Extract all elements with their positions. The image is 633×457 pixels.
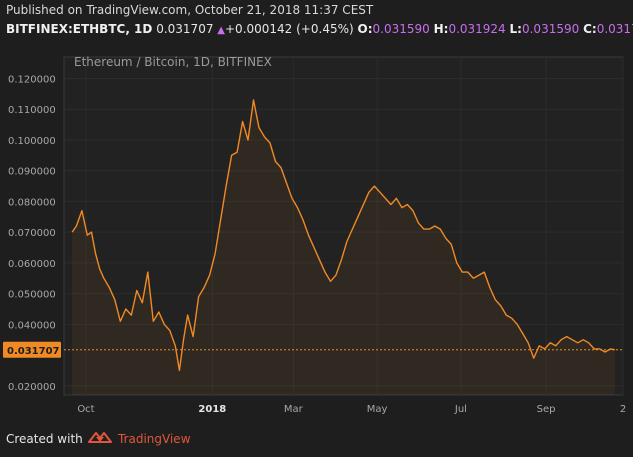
high-label: H: [433,22,449,36]
close-label: C: [583,22,597,36]
high-value: 0.031924 [448,22,506,36]
last-price-box [3,341,61,358]
price-change: +0.000142 (+0.45%) [225,22,354,36]
last-price-label: 0.031707 [7,346,60,357]
footer: Created with TradingView [0,425,633,457]
price-area-fill [72,100,615,395]
y-tick-label: 0.080000 [8,197,56,208]
ticker-line: BITFINEX:ETHBTC, 1D 0.031707 ▲+0.000142 … [6,22,633,36]
created-with-text: Created with [6,432,83,446]
y-axis: 0.120000 0.110000 0.100000 0.090000 0.080000… [8,75,56,393]
close-value: 0.031707 [596,22,633,36]
symbol-label: BITFINEX:ETHBTC, 1D [6,22,153,36]
y-tick-label: 0.040000 [8,320,56,331]
tradingview-logo-icon[interactable] [88,430,112,444]
plot-area[interactable] [63,56,624,396]
x-tick-label: 2 [620,404,626,415]
tradingview-link[interactable]: TradingView [118,432,191,446]
y-tick-label: 0.020000 [8,382,56,393]
price-line [71,99,615,372]
last-price: 0.031707 [156,22,214,36]
chart-title: Ethereum / Bitcoin, 1D, BITFINEX [74,55,272,69]
published-info: Published on TradingView.com, October 21… [6,3,374,17]
chart-header: Published on TradingView.com, October 21… [0,0,633,42]
chart-svg[interactable]: 0.120000 0.110000 0.100000 0.090000 0.080000… [0,42,633,420]
x-tick-label: May [367,404,388,415]
last-price-marker: 0.031707 [3,341,61,358]
x-tick-label: 2018 [198,404,226,415]
up-triangle-icon: ▲ [217,25,225,36]
x-tick-label: Mar [284,404,304,415]
open-label: O: [357,22,373,36]
x-tick-label: Sep [537,404,556,415]
x-tick-label: Oct [77,404,94,415]
x-axis: Oct 2018 Mar May Jul Sep 2 [77,404,626,415]
low-label: L: [509,22,522,36]
y-tick-label: 0.070000 [8,228,56,239]
open-value: 0.031590 [372,22,430,36]
y-tick-label: 0.090000 [8,167,56,178]
y-tick-label: 0.060000 [8,259,56,270]
x-tick-label: Jul [454,404,467,415]
grid-lines [64,57,624,395]
y-tick-label: 0.120000 [8,75,56,86]
y-tick-label: 0.110000 [8,105,56,116]
y-tick-label: 0.050000 [8,290,56,301]
y-tick-label: 0.100000 [8,136,56,147]
low-value: 0.031590 [521,22,580,36]
price-chart[interactable]: 0.120000 0.110000 0.100000 0.090000 0.080000… [0,42,633,420]
